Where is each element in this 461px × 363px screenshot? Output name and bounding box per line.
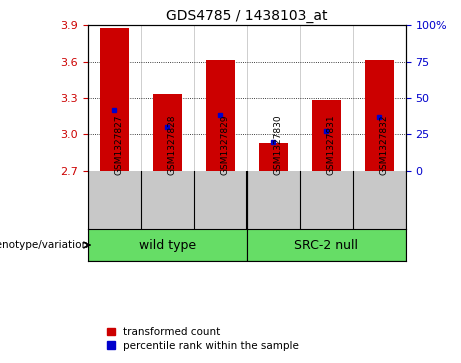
Bar (365, 61, 394, 171)
Bar (100, 28, 129, 171)
Text: GSM1327828: GSM1327828 (167, 115, 176, 175)
Bar (206, 61, 235, 171)
Text: GSM1327831: GSM1327831 (326, 115, 335, 175)
Bar (247, 229, 406, 261)
Bar (259, 143, 288, 171)
Legend: transformed count, percentile rank within the sample: transformed count, percentile rank withi… (106, 327, 299, 351)
Text: genotype/variation: genotype/variation (0, 240, 89, 250)
Text: wild type: wild type (139, 238, 195, 252)
Text: GSM1327830: GSM1327830 (273, 115, 282, 175)
Bar (153, 94, 182, 171)
Text: GSM1327829: GSM1327829 (220, 115, 229, 175)
Text: GSM1327827: GSM1327827 (114, 115, 123, 175)
Text: SRC-2 null: SRC-2 null (294, 238, 358, 252)
Title: GDS4785 / 1438103_at: GDS4785 / 1438103_at (166, 9, 327, 23)
Text: GSM1327832: GSM1327832 (379, 115, 388, 175)
Bar (88, 229, 247, 261)
Bar (312, 101, 341, 171)
